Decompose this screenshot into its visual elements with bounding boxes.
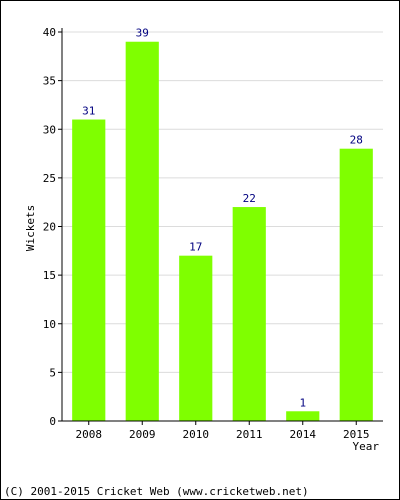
x-tick-label-2010: 2010 [183, 428, 210, 441]
bar-2011 [232, 207, 266, 421]
data-label-2014: 1 [299, 396, 306, 409]
bar-2014 [286, 411, 320, 421]
x-tick-label-2011: 2011 [236, 428, 263, 441]
y-tick-label: 25 [43, 172, 56, 185]
y-axis-title: Wickets [24, 205, 37, 251]
data-label-2011: 22 [243, 192, 256, 205]
y-tick-label: 10 [43, 318, 56, 331]
bars [72, 41, 373, 422]
y-tick-label: 0 [49, 415, 56, 428]
data-labels: 31 39 17 22 1 28 [82, 27, 363, 410]
y-tick-labels: 0 5 10 15 20 25 30 35 40 [43, 26, 56, 428]
x-tick-label-2008: 2008 [76, 428, 103, 441]
y-tick-label: 20 [43, 221, 56, 234]
x-axis-title: Year [353, 440, 380, 453]
data-label-2009: 39 [136, 27, 149, 40]
y-tick-label: 5 [49, 366, 56, 379]
bar-2010 [179, 255, 213, 421]
copyright-footer: (C) 2001-2015 Cricket Web (www.cricketwe… [4, 485, 309, 498]
x-tick-label-2015: 2015 [343, 428, 370, 441]
bar-2008 [72, 119, 106, 422]
data-label-2010: 17 [189, 241, 202, 254]
bar-2009 [125, 41, 159, 421]
y-tick-label: 15 [43, 269, 56, 282]
axes [58, 28, 383, 425]
y-tick-label: 30 [43, 123, 56, 136]
x-tick-labels: 2008 2009 2010 2011 2014 2015 [76, 428, 370, 441]
grid-lines [62, 31, 383, 373]
y-tick-label: 40 [43, 26, 56, 39]
data-label-2015: 28 [350, 134, 363, 147]
x-tick-label-2009: 2009 [129, 428, 156, 441]
x-tick-label-2014: 2014 [290, 428, 317, 441]
y-tick-label: 35 [43, 75, 56, 88]
data-label-2008: 31 [82, 105, 95, 118]
bar-2015 [339, 148, 373, 421]
